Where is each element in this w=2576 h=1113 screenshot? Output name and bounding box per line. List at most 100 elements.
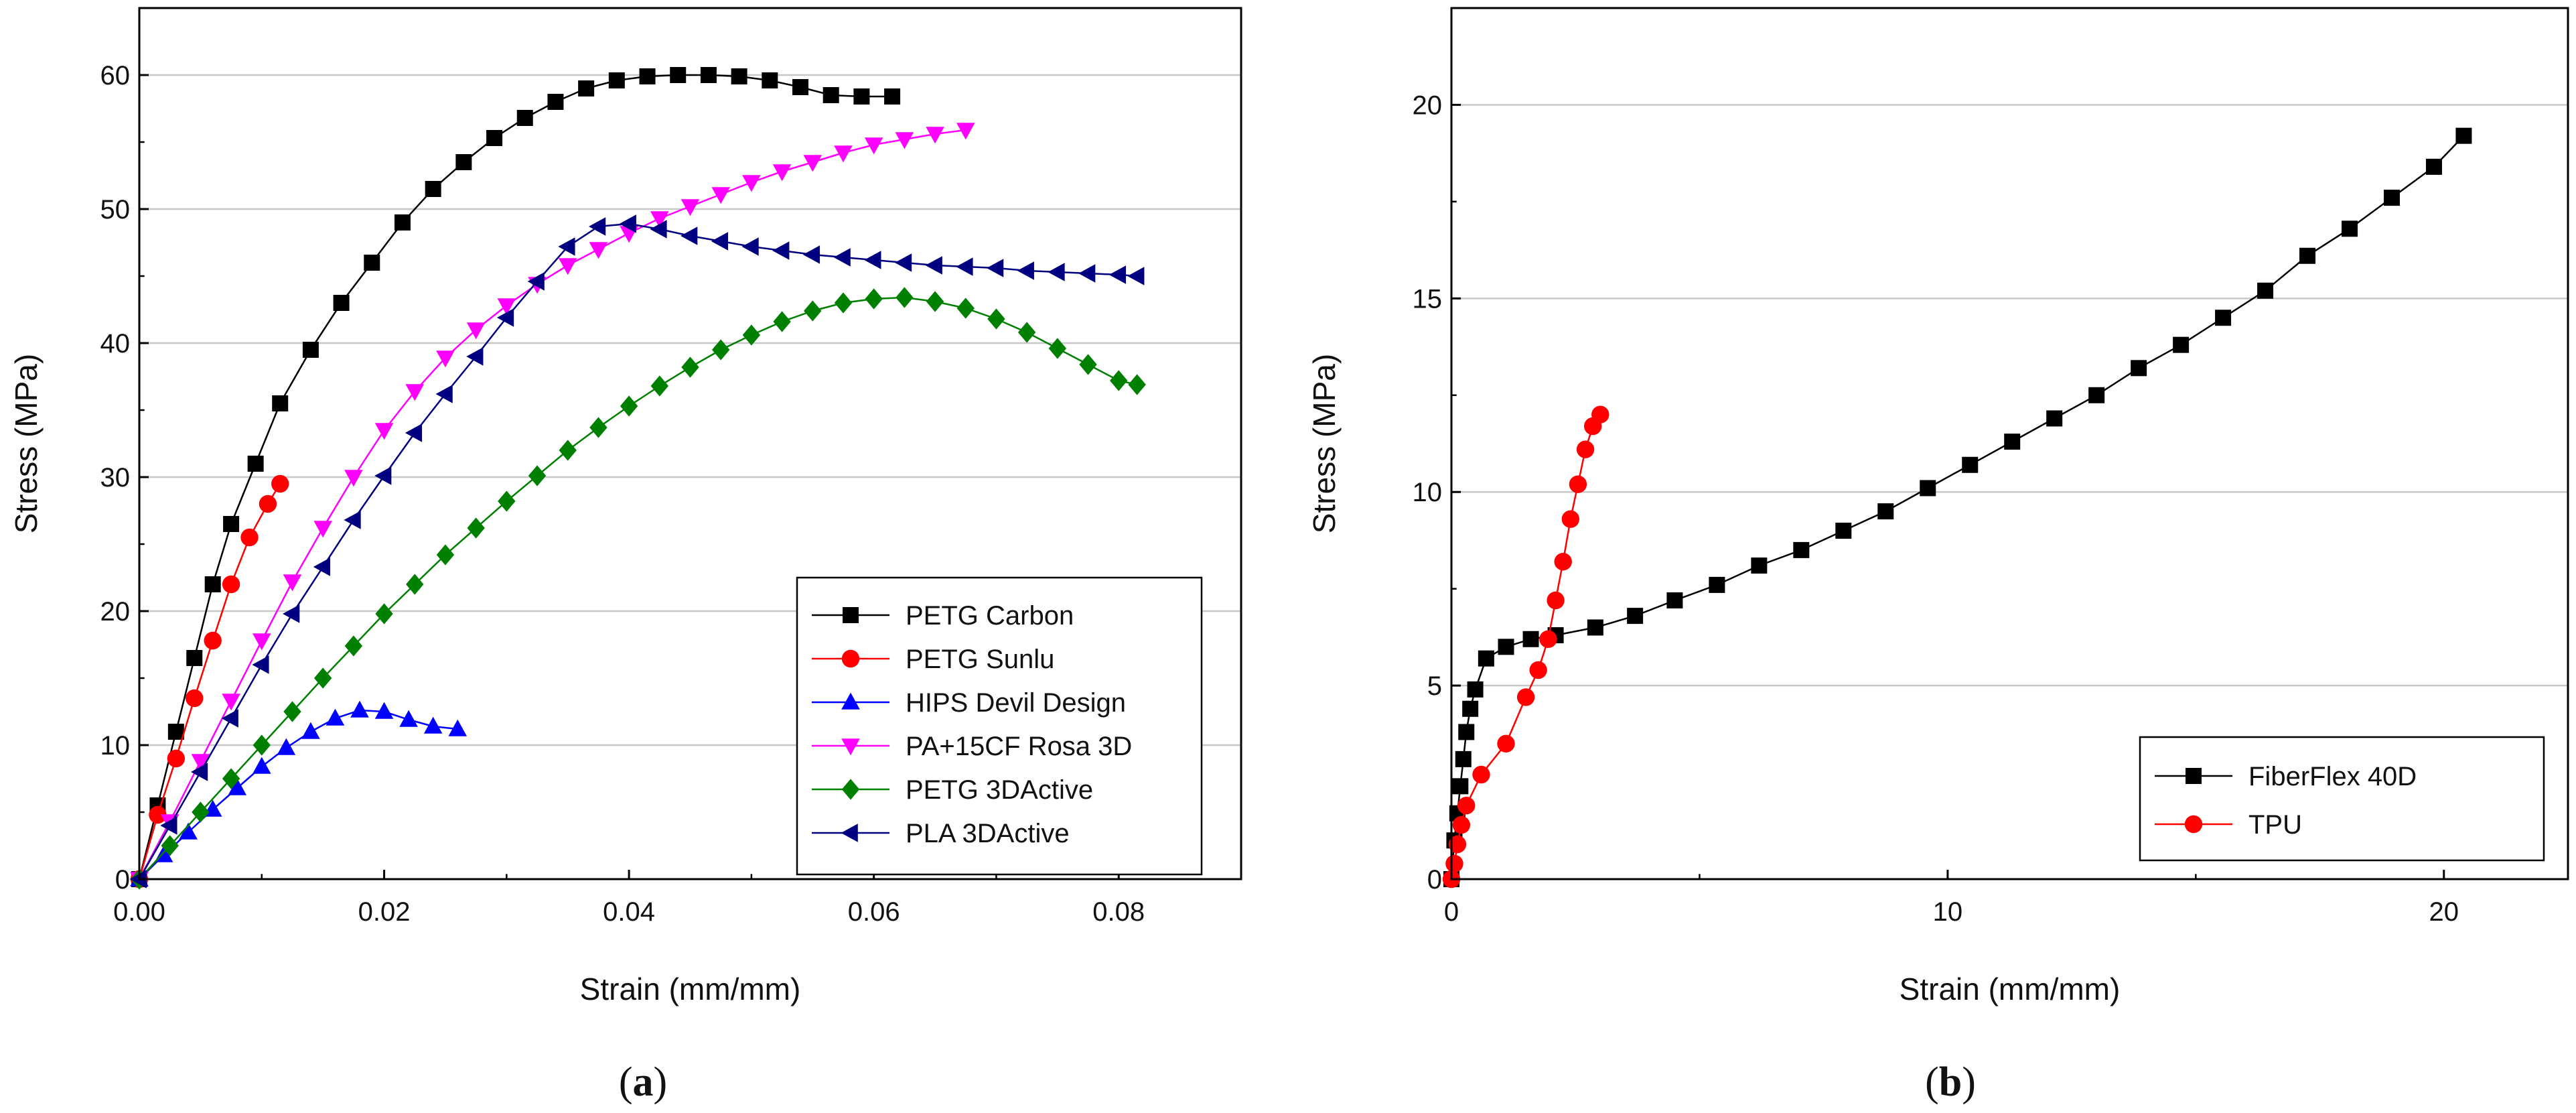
data-point-pa-15cf-rosa-3d-10 <box>436 350 455 368</box>
data-point-petg-carbon-16 <box>547 94 564 110</box>
x-tick-label-a-4: 0.08 <box>1092 897 1145 927</box>
data-point-petg-carbon-6 <box>247 456 264 472</box>
data-point-fiberflex-40d-22 <box>2004 434 2021 450</box>
data-point-petg-3dactive-24 <box>865 288 883 310</box>
data-point-petg-sunlu-6 <box>240 528 259 547</box>
data-point-fiberflex-40d-29 <box>2299 247 2316 264</box>
data-point-petg-3dactive-11 <box>467 517 485 539</box>
data-point-petg-3dactive-3 <box>222 768 240 789</box>
data-point-petg-carbon-13 <box>455 154 472 170</box>
legend-a: PETG Carbon PETG Sunlu HIPS Devil Design PA… <box>796 576 1203 876</box>
ticks-a: 0 10 20 30 40 50 60 0.00 0.02 0.04 0.06 0.08 <box>100 61 1145 927</box>
data-point-pla-3dactive-1 <box>160 816 177 835</box>
data-point-pla-3dactive-32 <box>1108 265 1127 284</box>
data-point-pla-3dactive-12 <box>496 308 514 327</box>
data-point-petg-carbon-2 <box>167 724 184 740</box>
series-fiberflex-40d <box>1443 127 2472 887</box>
data-point-pa-15cf-rosa-3d-2 <box>191 754 210 771</box>
data-point-fiberflex-40d-21 <box>1962 456 1979 473</box>
data-point-petg-3dactive-16 <box>620 395 638 417</box>
x-tick-label-a-3: 0.06 <box>848 897 900 927</box>
data-point-fiberflex-40d-4 <box>1455 750 1472 767</box>
data-point-petg-carbon-8 <box>302 342 319 358</box>
series-line-pa-15cf-rosa-3d <box>138 129 966 880</box>
data-point-petg-3dactive-12 <box>498 490 516 512</box>
data-point-tpu-9 <box>1539 630 1557 648</box>
data-point-petg-carbon-26 <box>853 88 870 105</box>
data-point-pa-15cf-rosa-3d-11 <box>466 322 486 340</box>
data-point-pla-3dactive-16 <box>619 214 636 233</box>
data-point-tpu-7 <box>1516 688 1535 706</box>
data-point-petg-3dactive-2 <box>192 801 210 823</box>
data-point-tpu-3 <box>1452 815 1471 834</box>
data-point-pa-15cf-rosa-3d-22 <box>803 155 822 172</box>
data-point-pla-3dactive-8 <box>374 466 392 485</box>
data-point-petg-sunlu-5 <box>222 575 240 594</box>
data-point-pa-15cf-rosa-3d-15 <box>589 242 608 259</box>
legend-label-petg-carbon: PETG Carbon <box>906 601 1074 631</box>
data-point-petg-carbon-24 <box>792 79 808 95</box>
data-point-pa-15cf-rosa-3d-18 <box>681 199 700 216</box>
data-point-petg-3dactive-7 <box>344 635 363 657</box>
data-point-petg-3dactive-14 <box>559 440 577 461</box>
data-point-pla-3dactive-0 <box>129 870 147 889</box>
data-point-hips-devil-design-12 <box>423 716 443 734</box>
data-point-hips-devil-design-5 <box>252 757 271 774</box>
data-point-pla-3dactive-19 <box>711 232 728 251</box>
data-point-petg-carbon-9 <box>333 295 350 311</box>
data-point-pa-15cf-rosa-3d-14 <box>558 258 577 275</box>
data-point-pla-3dactive-3 <box>221 709 238 728</box>
data-point-pla-3dactive-9 <box>405 423 423 442</box>
data-point-fiberflex-40d-32 <box>2425 158 2442 175</box>
data-point-tpu-13 <box>1569 475 1587 493</box>
data-point-fiberflex-40d-3 <box>1452 778 1469 795</box>
panel-label-b: (b) <box>1925 1059 1976 1105</box>
data-point-petg-carbon-19 <box>639 68 656 84</box>
data-point-hips-devil-design-2 <box>179 822 198 840</box>
panel-paren-close-a: ) <box>654 1059 668 1105</box>
plot-area-a <box>129 67 1146 890</box>
data-point-hips-devil-design-11 <box>399 710 418 727</box>
data-point-pa-15cf-rosa-3d-12 <box>497 298 516 316</box>
data-point-fiberflex-40d-8 <box>1478 650 1494 667</box>
axes-frame-b <box>1450 7 2569 880</box>
data-point-pa-15cf-rosa-3d-25 <box>895 132 914 149</box>
chart-panel-a: 0 10 20 30 40 50 60 0.00 0.02 0.04 0.06 0.08 Strain… <box>9 7 1242 1105</box>
series-pa-15cf-rosa-3d <box>130 123 975 889</box>
x-axis-label-a: Strain (mm/mm) <box>580 972 801 1006</box>
y-axis-label-b: Stress (MPa) <box>1307 354 1342 533</box>
data-point-pla-3dactive-15 <box>589 217 606 236</box>
data-point-pla-3dactive-29 <box>1017 261 1034 280</box>
data-point-petg-3dactive-10 <box>436 544 455 566</box>
data-point-pa-15cf-rosa-3d-24 <box>864 137 883 155</box>
data-point-pla-3dactive-26 <box>925 256 942 275</box>
series-petg-3dactive <box>130 287 1146 890</box>
data-point-fiberflex-40d-16 <box>1751 558 1768 574</box>
data-point-petg-carbon-11 <box>394 214 411 231</box>
data-point-pla-3dactive-4 <box>252 655 269 674</box>
data-point-pla-3dactive-28 <box>987 259 1004 277</box>
data-point-hips-devil-design-4 <box>228 778 247 795</box>
data-point-fiberflex-40d-5 <box>1458 724 1475 740</box>
data-point-petg-3dactive-9 <box>406 574 424 595</box>
data-point-pa-15cf-rosa-3d-5 <box>283 574 302 592</box>
series-pla-3dactive <box>129 214 1145 889</box>
chart-panel-b: 0 5 10 15 20 0 10 20 Strain (mm/mm) Stress (MPa… <box>1307 7 2569 1105</box>
x-tick-label-b-0: 0 <box>1444 897 1459 927</box>
data-point-fiberflex-40d-23 <box>2046 410 2063 427</box>
data-point-hips-devil-design-6 <box>277 738 296 755</box>
data-point-fiberflex-40d-13 <box>1627 608 1644 625</box>
series-line-petg-3dactive <box>139 296 1137 880</box>
data-point-tpu-4 <box>1457 797 1476 815</box>
data-point-pla-3dactive-23 <box>833 248 851 267</box>
data-point-petg-3dactive-4 <box>253 734 271 756</box>
data-point-pa-15cf-rosa-3d-4 <box>252 633 271 651</box>
data-point-pla-3dactive-24 <box>864 251 881 269</box>
y-tick-label-b-3: 15 <box>1413 284 1443 314</box>
x-tick-label-a-0: 0.00 <box>113 897 165 927</box>
data-point-fiberflex-40d-7 <box>1467 681 1484 698</box>
plot-area-b <box>1442 127 2472 889</box>
data-point-fiberflex-40d-27 <box>2215 310 2232 326</box>
data-point-fiberflex-40d-6 <box>1462 700 1479 717</box>
